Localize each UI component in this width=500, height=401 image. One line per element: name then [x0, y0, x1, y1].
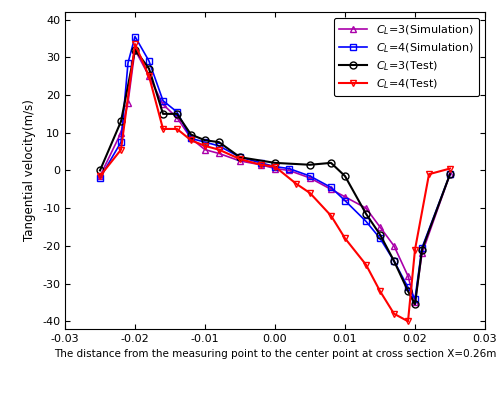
X-axis label: The distance from the measuring point to the center point at cross section X=0.2: The distance from the measuring point to… [54, 349, 496, 359]
Legend: $C_L$=3(Simulation), $C_L$=4(Simulation), $C_L$=3(Test), $C_L$=4(Test): $C_L$=3(Simulation), $C_L$=4(Simulation)… [334, 18, 480, 96]
Y-axis label: Tangential velocity(m/s): Tangential velocity(m/s) [24, 99, 36, 241]
